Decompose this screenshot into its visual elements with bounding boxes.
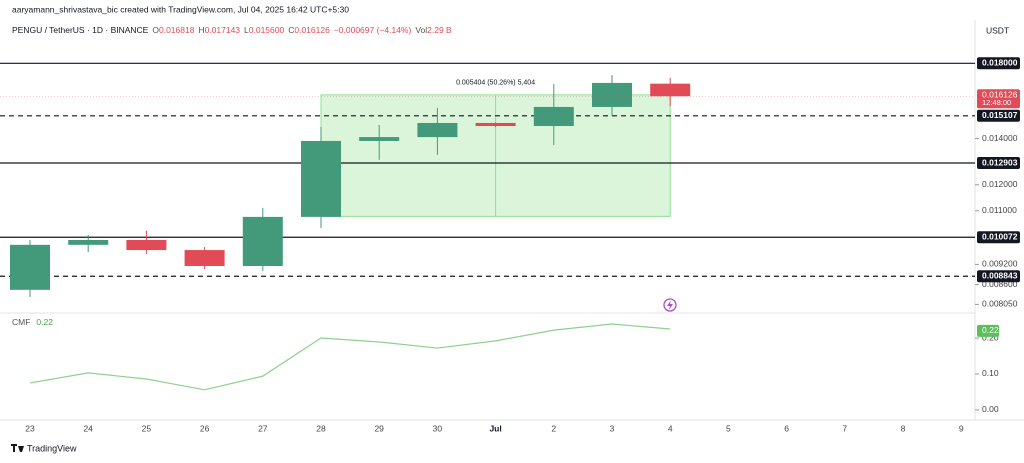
last-price-tag: [977, 89, 1020, 109]
indicator-tag-label: 0.22: [982, 325, 999, 335]
y-tick-label: 0.10: [982, 368, 999, 378]
x-tick-label: 8: [901, 423, 906, 433]
candle-body: [417, 122, 458, 138]
ohlc-value: 0.017143: [205, 25, 241, 35]
y-tick-label: 0.014000: [982, 133, 1018, 143]
candle-body: [592, 82, 632, 107]
x-tick-label: 3: [610, 423, 615, 433]
x-tick-label: 6: [784, 423, 789, 433]
x-tick-label: 23: [25, 423, 35, 433]
ohlc-key: H: [198, 25, 204, 35]
symbol-legend: PENGU / TetherUS · 1D · BINANCE O0.016818…: [12, 25, 452, 35]
y-tick-label: 0.20: [982, 332, 999, 342]
y-tick-label: 0.008600: [982, 279, 1018, 289]
level-tag-label: 0.012903: [982, 157, 1018, 167]
x-tick-label: 4: [668, 423, 673, 433]
candle-body: [68, 239, 109, 245]
level-tag: [977, 231, 1020, 244]
level-tag-label: 0.010072: [982, 231, 1018, 241]
x-tick-label: 9: [959, 423, 964, 433]
candle-body: [475, 122, 516, 127]
candle-body: [359, 137, 400, 141]
ohlc-key: O: [152, 25, 159, 35]
candle-body: [184, 250, 225, 266]
y-tick-label: 0.008050: [982, 299, 1018, 309]
x-tick-label: 28: [316, 423, 326, 433]
cmf-line: [29, 323, 671, 391]
indicator-value: 0.22: [36, 317, 53, 327]
change: −0.000697 (−4.14%): [334, 25, 412, 35]
candle-body: [242, 216, 283, 266]
x-tick-label: 2: [551, 423, 556, 433]
level-tag-label: 0.015107: [982, 110, 1018, 120]
level-tag: [977, 270, 1020, 283]
candle-body: [301, 140, 341, 217]
level-tag: [977, 157, 1020, 170]
ohlc-value: 0.015600: [249, 25, 285, 35]
x-tick-label: 24: [83, 423, 93, 433]
level-tag: [977, 57, 1020, 70]
x-tick-label: 30: [433, 423, 443, 433]
indicator-tag: [977, 324, 999, 337]
y-tick-label: 0.012000: [982, 179, 1018, 189]
y-tick-label: 0.011000: [982, 205, 1017, 215]
measure-label: 0.005404 (50.26%) 5,404: [456, 80, 535, 87]
ohlc-value: 0.016126: [294, 25, 330, 35]
last-price-label: 0.016126: [982, 89, 1018, 99]
level-tag: [977, 109, 1020, 122]
countdown: 12:48:00: [982, 98, 1011, 107]
candle-body: [126, 239, 167, 251]
ohlc-key: C: [288, 25, 294, 35]
x-tick-label: 25: [142, 423, 152, 433]
x-tick-label: 29: [374, 423, 384, 433]
candle-body: [650, 83, 691, 97]
symbol: PENGU / TetherUS · 1D · BINANCE: [12, 25, 149, 35]
branding-logo: [11, 444, 24, 452]
volume: 2.29 B: [427, 25, 452, 35]
x-tick-label: Jul: [489, 423, 501, 433]
ohlc-key: L: [244, 25, 249, 35]
currency: USDT: [986, 25, 1009, 35]
x-tick-label: 7: [842, 423, 847, 433]
x-tick-label: 27: [258, 423, 268, 433]
y-tick-label: 0.009200: [982, 259, 1018, 269]
candle-body: [533, 106, 574, 127]
x-tick-label: 26: [200, 423, 210, 433]
indicator-legend: CMF 0.22: [12, 317, 53, 327]
ohlc-value: 0.016818: [159, 25, 195, 35]
level-tag-label: 0.008843: [982, 270, 1018, 280]
volume-key: Vol: [415, 25, 427, 35]
level-tag-label: 0.018000: [982, 58, 1018, 68]
author-line: aaryamann_shrivastava_bic created with T…: [12, 4, 349, 14]
indicator-name: CMF: [12, 317, 30, 327]
branding: TradingView: [27, 443, 77, 453]
y-tick-label: 0.00: [982, 404, 999, 414]
alert-icon[interactable]: [663, 298, 677, 312]
x-tick-label: 5: [726, 423, 731, 433]
candle-body: [10, 244, 50, 290]
